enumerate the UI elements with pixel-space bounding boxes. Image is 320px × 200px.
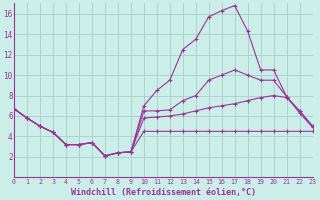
X-axis label: Windchill (Refroidissement éolien,°C): Windchill (Refroidissement éolien,°C) xyxy=(71,188,256,197)
